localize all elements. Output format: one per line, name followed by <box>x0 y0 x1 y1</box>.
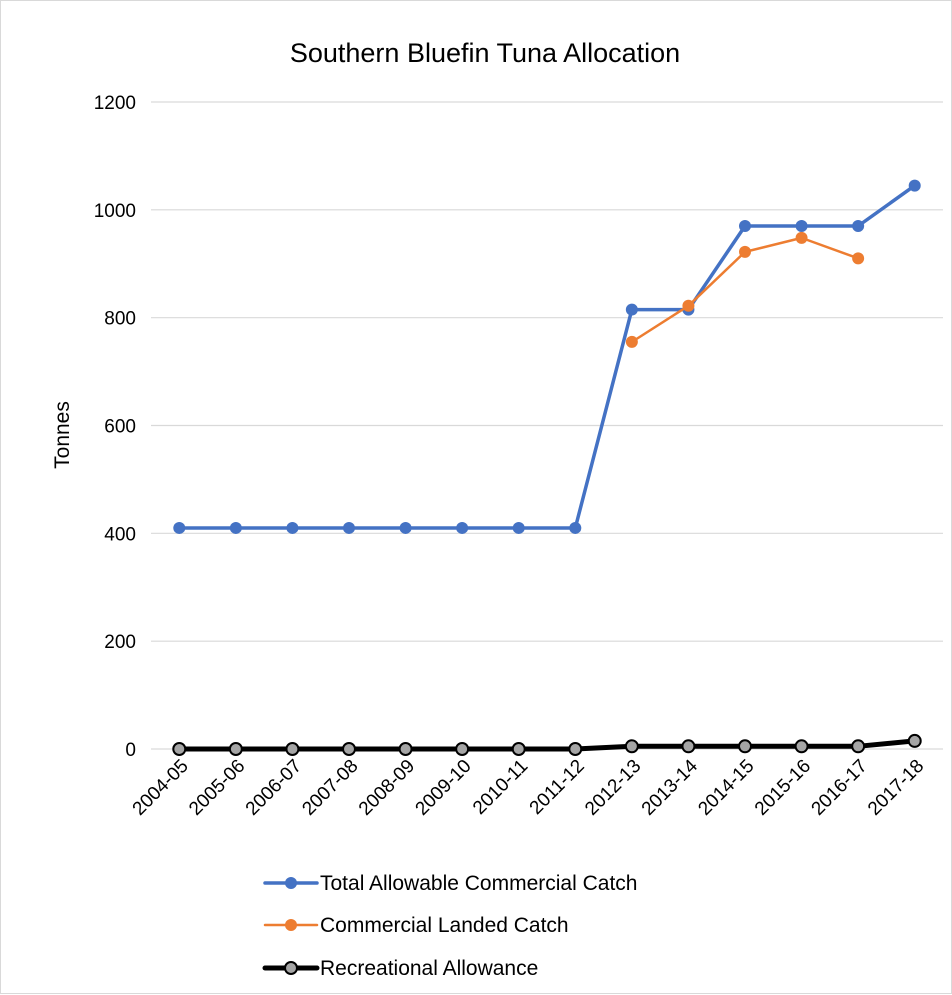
data-point <box>795 220 808 233</box>
data-point <box>568 742 583 756</box>
data-point <box>342 742 356 756</box>
series-1 <box>173 179 921 534</box>
data-point <box>173 521 186 534</box>
series-lines <box>172 179 922 756</box>
x-tick-label: 2005-06 <box>185 756 249 820</box>
data-point <box>286 521 299 534</box>
y-tick-label: 1200 <box>94 93 136 114</box>
series-2 <box>625 231 865 348</box>
data-point <box>682 299 695 312</box>
y-tick-label: 600 <box>104 417 136 438</box>
legend-label: Total Allowable Commercial Catch <box>320 872 637 895</box>
x-tick-label: 2016-17 <box>808 756 872 820</box>
y-tick-label: 0 <box>125 740 136 761</box>
data-point <box>512 521 525 534</box>
data-point <box>285 742 300 756</box>
legend-label: Recreational Allowance <box>320 957 538 980</box>
legend: Total Allowable Commercial Catch Commerci… <box>262 872 637 980</box>
series-3 <box>172 733 922 756</box>
legend-marker <box>285 877 297 889</box>
data-point <box>851 739 866 754</box>
data-point <box>739 245 751 258</box>
x-tick-labels: 2004-052005-062006-072007-082008-092009-… <box>129 755 929 819</box>
data-point <box>569 521 582 534</box>
data-point <box>739 220 751 233</box>
data-point <box>228 742 243 756</box>
data-point <box>229 521 242 534</box>
data-point <box>681 739 696 754</box>
data-point <box>343 521 355 534</box>
gridlines <box>151 101 943 750</box>
x-tick-label: 2006-07 <box>242 756 306 820</box>
x-tick-label: 2010-11 <box>469 756 532 819</box>
y-tick-labels: 0 200 400 600 800 1000 1200 <box>94 93 136 761</box>
x-tick-label: 2013-14 <box>638 755 702 819</box>
legend-item: Commercial Landed Catch <box>263 914 569 937</box>
x-tick-label: 2004-05 <box>129 756 193 820</box>
legend-marker <box>285 919 297 931</box>
x-tick-label: 2007-08 <box>298 756 362 820</box>
data-point <box>455 742 470 756</box>
chart-title: Southern Bluefin Tuna Allocation <box>290 38 680 68</box>
series-line <box>176 738 918 752</box>
data-point <box>399 521 412 534</box>
x-tick-label: 2012-13 <box>581 756 645 820</box>
data-point <box>908 179 921 192</box>
x-tick-label: 2009-10 <box>412 756 476 820</box>
data-point <box>625 303 638 316</box>
y-tick-label: 200 <box>104 632 136 653</box>
data-point <box>907 733 922 748</box>
legend-marker <box>284 961 298 975</box>
y-tick-label: 1000 <box>94 201 136 222</box>
legend-label: Commercial Landed Catch <box>320 914 569 937</box>
x-tick-label: 2017-18 <box>864 756 928 820</box>
data-point <box>738 739 752 754</box>
data-point <box>625 335 638 348</box>
y-tick-label: 400 <box>104 524 136 545</box>
y-axis-label: Tonnes <box>51 401 74 469</box>
x-tick-label: 2015-16 <box>751 756 815 820</box>
x-tick-label: 2008-09 <box>355 756 419 820</box>
data-point <box>852 220 865 233</box>
legend-item: Total Allowable Commercial Catch <box>263 872 637 895</box>
x-tick-label: 2011-12 <box>526 756 589 819</box>
data-point <box>852 252 865 265</box>
series-line <box>177 183 917 530</box>
data-point <box>456 521 469 534</box>
y-tick-label: 800 <box>104 309 136 330</box>
data-point <box>624 739 639 754</box>
data-point <box>795 231 808 244</box>
legend-item: Recreational Allowance <box>262 957 538 980</box>
data-point <box>511 742 526 756</box>
x-tick-label: 2014-15 <box>694 756 758 820</box>
data-point <box>398 742 413 756</box>
data-point <box>172 742 187 756</box>
data-point <box>794 739 809 754</box>
